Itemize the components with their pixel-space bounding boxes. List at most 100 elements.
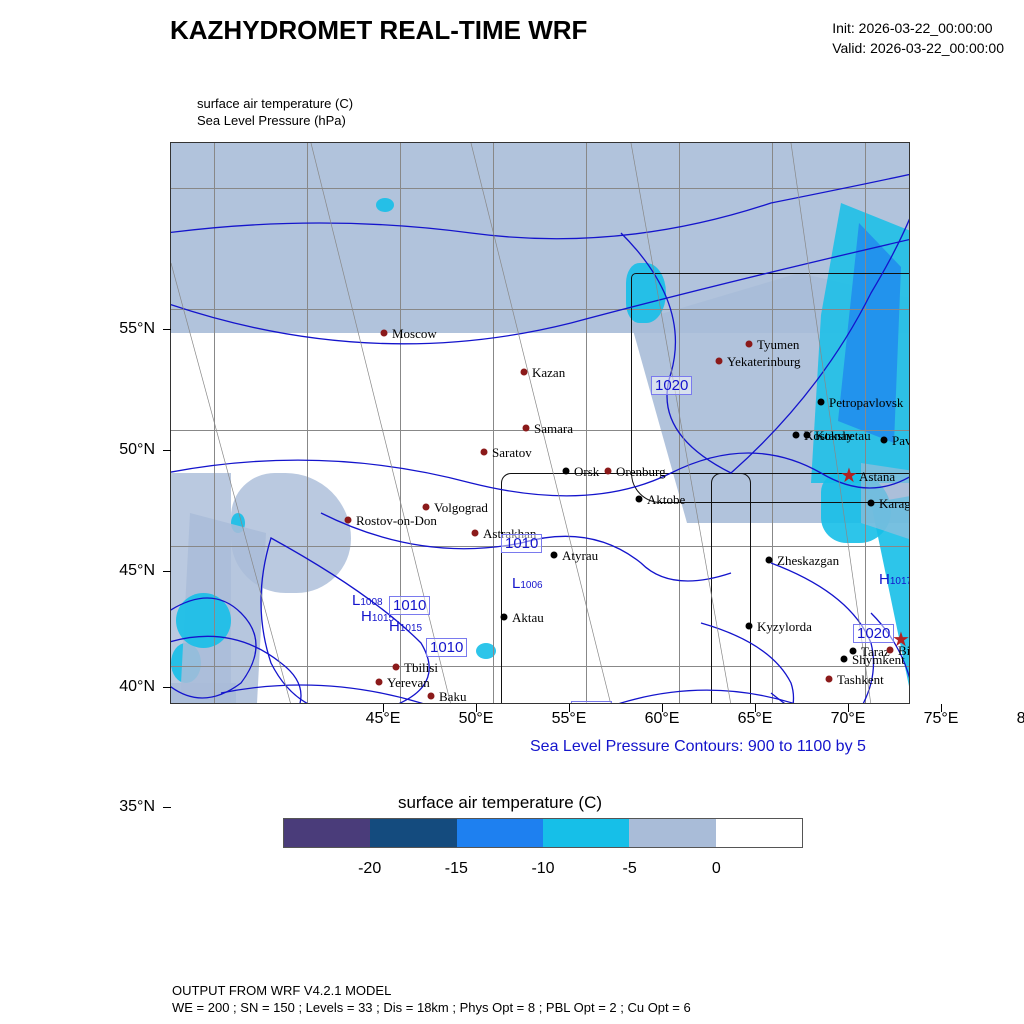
legend-tick-3: -5	[623, 860, 637, 878]
legend-tick-2: -10	[531, 860, 554, 878]
slp-contour-label-3: 1010	[501, 534, 542, 553]
legend-tick-0: -20	[358, 860, 381, 878]
city-marker-volgograd[interactable]	[423, 504, 430, 511]
valid-text: Valid: 2026-03-22_00:00:00	[832, 38, 1004, 58]
city-label-moscow: Moscow	[392, 326, 437, 342]
axis-label-y-4: 35°N	[119, 798, 155, 816]
city-label-yekaterinburg: Yekaterinburg	[727, 354, 801, 370]
city-marker-atyrau[interactable]	[551, 552, 558, 559]
grid-v-4	[493, 143, 494, 704]
city-label-astana: Astana	[859, 469, 895, 485]
city-marker-yerevan[interactable]	[376, 679, 383, 686]
legend-color-bar	[283, 818, 803, 848]
footer-line1: OUTPUT FROM WRF V4.2.1 MODEL	[172, 982, 691, 999]
city-label-aktobe: Aktobe	[647, 492, 685, 508]
city-label-kokshetau: Kokshetau	[815, 428, 871, 444]
axis-label-y-0: 55°N	[119, 320, 155, 338]
city-marker-tashkent[interactable]	[826, 676, 833, 683]
slp-extremum-label-1: L1008	[352, 592, 383, 609]
city-marker-orenburg[interactable]	[605, 468, 612, 475]
city-label-atyrau: Atyrau	[562, 548, 598, 564]
city-label-saratov: Saratov	[492, 445, 532, 461]
city-marker-pavlodar[interactable]	[881, 437, 888, 444]
temp-region-caspian-cyan	[176, 593, 231, 648]
city-marker-kostanay[interactable]	[793, 432, 800, 439]
legend-swatch-3	[543, 819, 629, 847]
city-marker-samara[interactable]	[523, 425, 530, 432]
city-label-petropavlovsk: Petropavlovsk	[829, 395, 903, 411]
city-label-rostov-on-don: Rostov-on-Don	[356, 513, 437, 529]
grid-v-2	[307, 143, 308, 704]
init-text: Init: 2026-03-22_00:00:00	[832, 18, 1004, 38]
subtitle-line-1: surface air temperature (C)	[197, 95, 353, 112]
slp-contour-label-9: 1020	[853, 624, 894, 643]
axis-tick-y-3	[163, 687, 171, 688]
city-marker-petropavlovsk[interactable]	[818, 399, 825, 406]
city-label-volgograd: Volgograd	[434, 500, 488, 516]
slp-extremum-label-2: L1006	[512, 575, 543, 592]
axis-label-x-3: 60°E	[645, 710, 680, 728]
city-marker-baku[interactable]	[428, 693, 435, 700]
axis-label-x-2: 55°E	[552, 710, 587, 728]
city-label-pavlodar: Pavlodar	[892, 433, 910, 449]
legend-title: surface air temperature (C)	[398, 793, 602, 813]
city-label-samara: Samara	[534, 421, 573, 437]
subtitle-block: surface air temperature (C) Sea Level Pr…	[197, 95, 353, 129]
footer-block: OUTPUT FROM WRF V4.2.1 MODEL WE = 200 ; …	[172, 982, 691, 1016]
axis-label-x-5: 70°E	[831, 710, 866, 728]
city-label-aktau: Aktau	[512, 610, 544, 626]
legend-swatch-5	[716, 819, 802, 847]
page-title: KAZHYDROMET REAL-TIME WRF	[170, 15, 587, 46]
slp-contour-label-1: 1020	[651, 376, 692, 395]
grid-h-1	[171, 188, 910, 189]
axis-tick-y-0	[163, 329, 171, 330]
axis-label-y-1: 50°N	[119, 441, 155, 459]
grid-v-1	[214, 143, 215, 704]
init-valid-block: Init: 2026-03-22_00:00:00 Valid: 2026-03…	[832, 18, 1004, 58]
axis-label-x-7: 80°E	[1017, 710, 1024, 728]
city-marker-kokshetau[interactable]	[804, 432, 811, 439]
axis-tick-y-4	[163, 807, 171, 808]
city-marker-aktobe[interactable]	[636, 496, 643, 503]
axis-tick-y-1	[163, 450, 171, 451]
city-marker-rostov-on-don[interactable]	[345, 517, 352, 524]
legend-swatch-4	[629, 819, 715, 847]
city-label-baku: Baku	[439, 689, 466, 704]
slp-contour-label-6: 1010	[571, 701, 612, 704]
city-marker-aktau[interactable]	[501, 614, 508, 621]
slp-contour-label-5: 1010	[426, 638, 467, 657]
legend-tick-4: 0	[712, 860, 721, 878]
city-marker-kazan[interactable]	[521, 369, 528, 376]
city-label-yerevan: Yerevan	[387, 675, 430, 691]
city-marker-kyzylorda[interactable]	[746, 623, 753, 630]
slp-contour-label-4: 1010	[389, 596, 430, 615]
legend-swatch-2	[457, 819, 543, 847]
city-marker-astana[interactable]: ★	[840, 466, 858, 486]
weather-map[interactable]: H1015 MoscowTyumenYekaterinburgKazanNovo…	[170, 142, 910, 704]
axis-label-x-6: 75°E	[924, 710, 959, 728]
city-marker-zheskazgan[interactable]	[766, 557, 773, 564]
temp-region-blacksea	[171, 683, 236, 704]
legend-tick-1: -15	[445, 860, 468, 878]
city-label-tyumen: Tyumen	[757, 337, 799, 353]
city-marker-tyumen[interactable]	[746, 341, 753, 348]
city-marker-astrakhan[interactable]	[472, 530, 479, 537]
city-marker-karaganda[interactable]	[868, 500, 875, 507]
city-label-kazan: Kazan	[532, 365, 565, 381]
city-marker-moscow[interactable]	[381, 330, 388, 337]
axis-label-y-3: 40°N	[119, 678, 155, 696]
subtitle-line-2: Sea Level Pressure (hPa)	[197, 112, 353, 129]
city-marker-tbilisi[interactable]	[393, 664, 400, 671]
city-label-orsk: Orsk	[574, 464, 599, 480]
city-marker-saratov[interactable]	[481, 449, 488, 456]
axis-label-y-2: 45°N	[119, 562, 155, 580]
city-label-kyzylorda: Kyzylorda	[757, 619, 812, 635]
temp-cyan-1	[376, 198, 394, 212]
city-label-zheskazgan: Zheskazgan	[777, 553, 839, 569]
city-marker-shymkent[interactable]	[841, 656, 848, 663]
slp-contour-caption: Sea Level Pressure Contours: 900 to 1100…	[530, 738, 866, 756]
city-label-karaganda: Karaganda	[879, 496, 910, 512]
axis-label-x-4: 65°E	[738, 710, 773, 728]
city-marker-yekaterinburg[interactable]	[716, 358, 723, 365]
city-marker-orsk[interactable]	[563, 468, 570, 475]
